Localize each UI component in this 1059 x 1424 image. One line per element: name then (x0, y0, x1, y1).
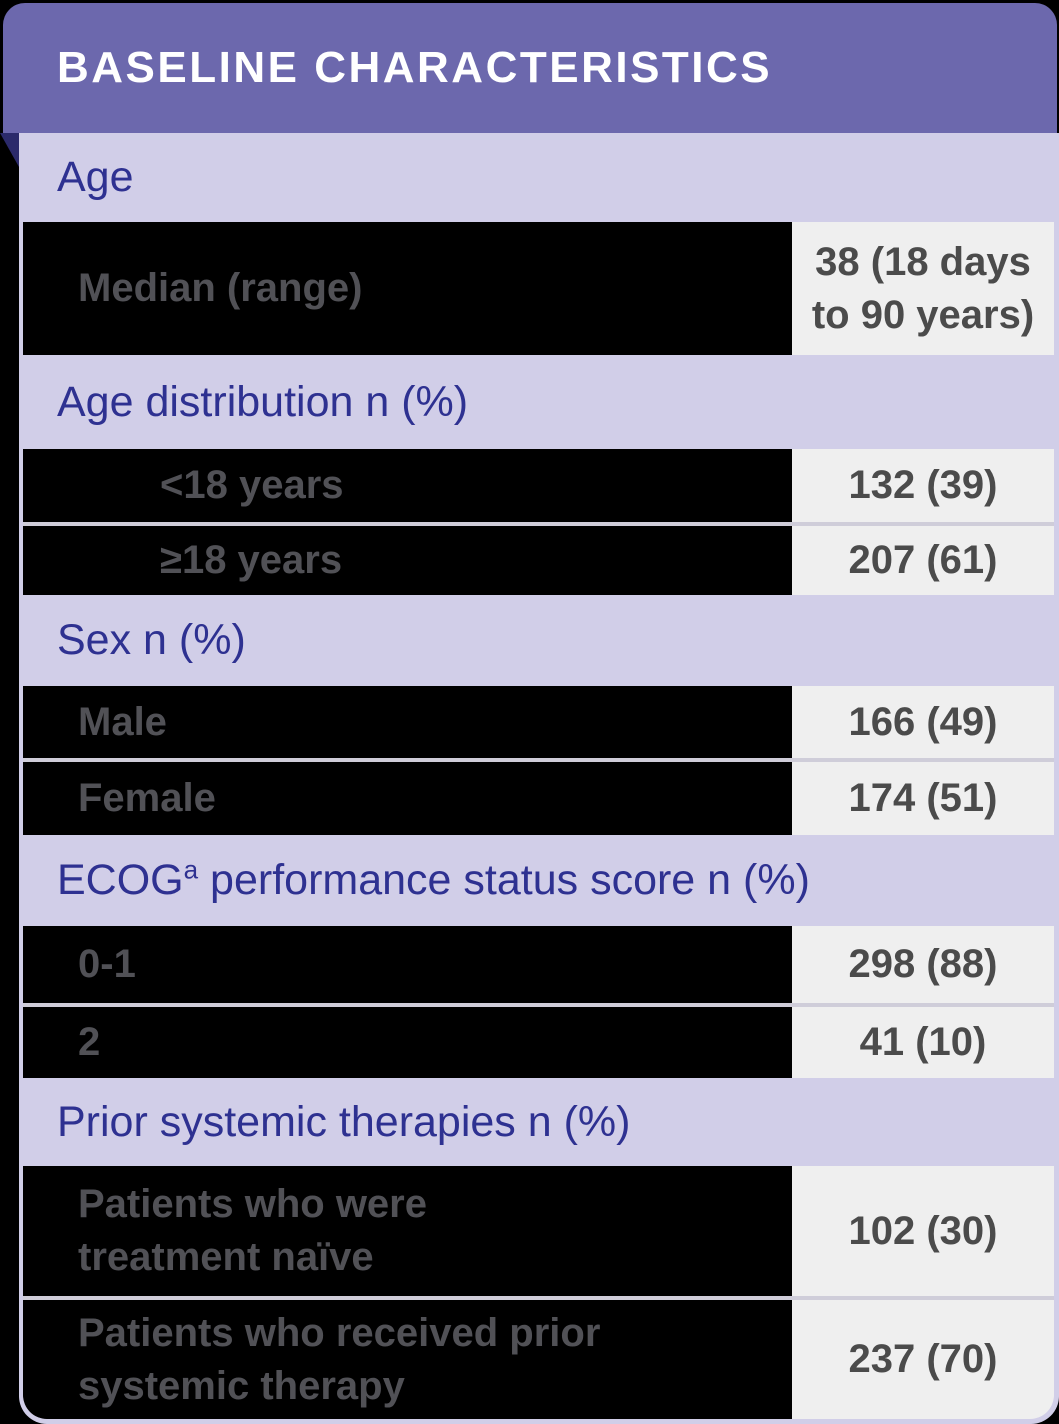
section-heading-label: Age (57, 153, 134, 201)
row-label: Male (23, 686, 792, 758)
section-heading-ecog: ECOGa performance status score n (%) (23, 835, 1054, 926)
section-heading-age-distribution: Age distribution n (%) (23, 355, 1054, 449)
table-row-ecog-0-1: 0-1 298 (88) (23, 926, 1054, 1003)
card-title: BASELINE CHARACTERISTICS (57, 43, 773, 92)
row-separator (23, 1003, 1054, 1007)
section-heading-label: Age distribution n (%) (57, 377, 469, 426)
table-row-male: Male 166 (49) (23, 686, 1054, 758)
row-value: 38 (18 days to 90 years) (792, 222, 1054, 355)
row-label: 0-1 (23, 926, 792, 1003)
section-heading-age: Age (23, 133, 1054, 222)
table-row-median-range: Median (range) 38 (18 days to 90 years) (23, 222, 1054, 355)
section-heading-sex: Sex n (%) (23, 595, 1054, 686)
row-value: 41 (10) (792, 1007, 1054, 1078)
row-label: Female (23, 762, 792, 835)
table-row-under-18: <18 years 132 (39) (23, 449, 1054, 522)
table-row-female: Female 174 (51) (23, 762, 1054, 835)
table-row-treatment-naive: Patients who were treatment naïve 102 (3… (23, 1166, 1054, 1296)
baseline-characteristics-table: Age Median (range) 38 (18 days to 90 yea… (19, 133, 1059, 1424)
table-row-18-and-over: ≥18 years 207 (61) (23, 526, 1054, 595)
row-value: 207 (61) (792, 526, 1054, 595)
row-separator (23, 522, 1054, 526)
section-heading-prior-therapies: Prior systemic therapies n (%) (23, 1078, 1054, 1166)
row-value: 237 (70) (792, 1300, 1054, 1419)
row-value: 174 (51) (792, 762, 1054, 835)
row-value: 166 (49) (792, 686, 1054, 758)
row-label: Patients who received prior systemic the… (23, 1300, 792, 1419)
section-heading-label: Prior systemic therapies n (%) (57, 1097, 631, 1146)
card-header: BASELINE CHARACTERISTICS (3, 3, 1057, 133)
ecog-text-rest: performance status score n (%) (198, 856, 810, 904)
row-label: <18 years (23, 449, 792, 522)
row-separator (23, 1296, 1054, 1300)
table-row-prior-systemic-therapy: Patients who received prior systemic the… (23, 1300, 1054, 1419)
row-label: ≥18 years (23, 526, 792, 595)
row-value: 102 (30) (792, 1166, 1054, 1296)
ecog-text: ECOG (57, 856, 184, 904)
row-separator (23, 758, 1054, 762)
row-label: Median (range) (23, 222, 792, 355)
row-value: 298 (88) (792, 926, 1054, 1003)
table-row-ecog-2: 2 41 (10) (23, 1007, 1054, 1078)
fold-triangle-icon (0, 133, 19, 167)
row-label: 2 (23, 1007, 792, 1078)
ecog-footnote-marker: a (183, 854, 199, 885)
row-label: Patients who were treatment naïve (23, 1166, 792, 1296)
section-heading-label: ECOGa performance status score n (%) (57, 856, 810, 905)
section-heading-label: Sex n (%) (57, 616, 246, 664)
row-value: 132 (39) (792, 449, 1054, 522)
